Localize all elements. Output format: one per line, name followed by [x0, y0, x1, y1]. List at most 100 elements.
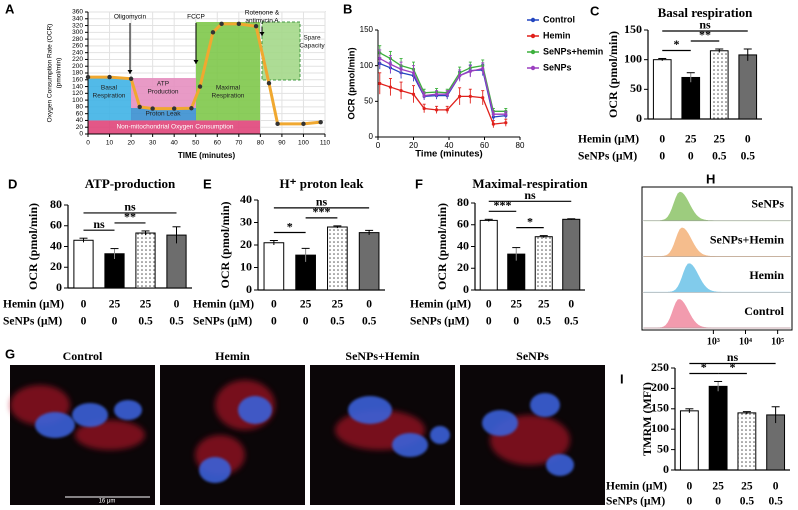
row-value: 0 [174, 299, 180, 311]
phase-region [261, 21, 301, 81]
row-value: 0 [568, 299, 574, 311]
y-tick-label: 200 [72, 63, 83, 70]
significance-label: * [730, 360, 736, 374]
series-line [379, 82, 506, 125]
row-value: 25 [685, 134, 697, 146]
x-tick-label: 10 [106, 140, 114, 147]
image-label: SeNPs [516, 349, 549, 363]
point [422, 94, 426, 98]
nucleus [546, 454, 574, 476]
x-tick-label: 0 [86, 140, 90, 147]
significance-label: ns [727, 350, 739, 364]
region-label: Non-mitochondrial Oxygen Consumption [116, 124, 233, 131]
bar [135, 232, 156, 289]
point [219, 21, 224, 27]
point [491, 112, 495, 116]
legend-label: SeNPs+hemin [543, 46, 603, 56]
y-tick-label: 100 [624, 51, 642, 65]
row-label: SeNPs (μM) [410, 316, 469, 328]
bar [562, 218, 581, 291]
row-value: 0.5 [537, 316, 552, 328]
bar [766, 414, 786, 471]
injection-arrowhead [127, 70, 133, 74]
y-tick-label: 80 [76, 104, 84, 111]
point [458, 94, 462, 98]
x-tick-label: 20 [127, 140, 135, 147]
y-tick-label: 60 [457, 217, 469, 231]
point [468, 69, 472, 73]
panel-letter: C [590, 3, 600, 18]
y-axis-label: OCR (pmol/min) [606, 31, 620, 118]
region-label: Production [147, 89, 178, 96]
bar [708, 385, 728, 471]
y-axis-label: TMRM (MFI) [640, 382, 654, 456]
series-label: SeNPs+Hemin [710, 232, 784, 246]
row-value: 25 [712, 481, 724, 493]
point [434, 92, 439, 96]
x-tick-label: 70 [235, 140, 243, 147]
x-tick-label: 100 [298, 140, 309, 147]
y-tick-label: 300 [72, 29, 83, 36]
significance-label: ns [699, 18, 711, 32]
nucleus [72, 403, 108, 427]
bar [652, 59, 672, 120]
point [266, 80, 272, 86]
row-value: 0 [773, 481, 779, 493]
y-tick-label: 10 [240, 259, 252, 273]
y-tick-label: 0 [79, 131, 83, 138]
row-value: 0.5 [768, 496, 783, 508]
image-label: Hemin [215, 349, 250, 363]
row-value: 0 [112, 316, 118, 328]
series-line [379, 57, 506, 115]
y-axis-label: OCR (pmol/min) [435, 203, 449, 290]
bar [263, 242, 285, 291]
point [210, 30, 216, 35]
point [253, 24, 259, 29]
phase-region [88, 78, 131, 121]
region-label: Basal [101, 85, 118, 92]
point [481, 96, 485, 100]
y-axis-label: OCR (pmol/min) [26, 203, 40, 290]
y-tick-label: 260 [72, 43, 83, 50]
bar [73, 239, 94, 289]
point [468, 94, 472, 98]
row-value: 25 [300, 299, 312, 311]
row-value: 0.5 [330, 316, 345, 328]
row-label: Hemin (μM) [193, 299, 254, 311]
nucleus [430, 426, 450, 444]
y-tick-label: 50 [657, 441, 669, 455]
injection-label: Rotenone & [245, 10, 280, 17]
row-value: 0.5 [169, 316, 184, 328]
significance-label: ns [524, 188, 536, 202]
point [318, 119, 323, 125]
y-tick-label: 60 [50, 218, 62, 232]
point [189, 106, 194, 111]
legend-marker [530, 17, 536, 23]
chart-title: H⁺ proton leak [280, 176, 365, 191]
y-axis-label: OCR (pmol/min) [218, 201, 232, 288]
series-label: Hemin [749, 268, 784, 282]
region-label: Proton Leak [145, 111, 181, 118]
row-value: 0.5 [740, 496, 755, 508]
point [128, 76, 134, 81]
row-value: 0.5 [564, 316, 579, 328]
bar [738, 54, 758, 120]
y-tick-label: 160 [72, 76, 83, 83]
chart-title: Basal respiration [658, 5, 754, 20]
y-axis-unit: (pmol/min) [56, 58, 63, 89]
chart-title: ATP-production [85, 176, 176, 191]
injection-label: FCCP [187, 14, 205, 21]
x-tick-label: 110 [320, 140, 331, 147]
row-value: 0.5 [712, 151, 727, 163]
x-tick-label: 30 [149, 140, 157, 147]
row-value: 0 [659, 134, 665, 146]
point [171, 106, 177, 111]
point [85, 74, 91, 80]
point [388, 62, 393, 66]
chart-title: Maximal-respiration [472, 176, 588, 191]
phase-region [88, 120, 260, 134]
x-tick-label: 60 [480, 141, 489, 150]
row-label: Hemin (μM) [578, 134, 639, 146]
y-tick-label: 140 [72, 83, 83, 90]
row-value: 25 [140, 299, 152, 311]
